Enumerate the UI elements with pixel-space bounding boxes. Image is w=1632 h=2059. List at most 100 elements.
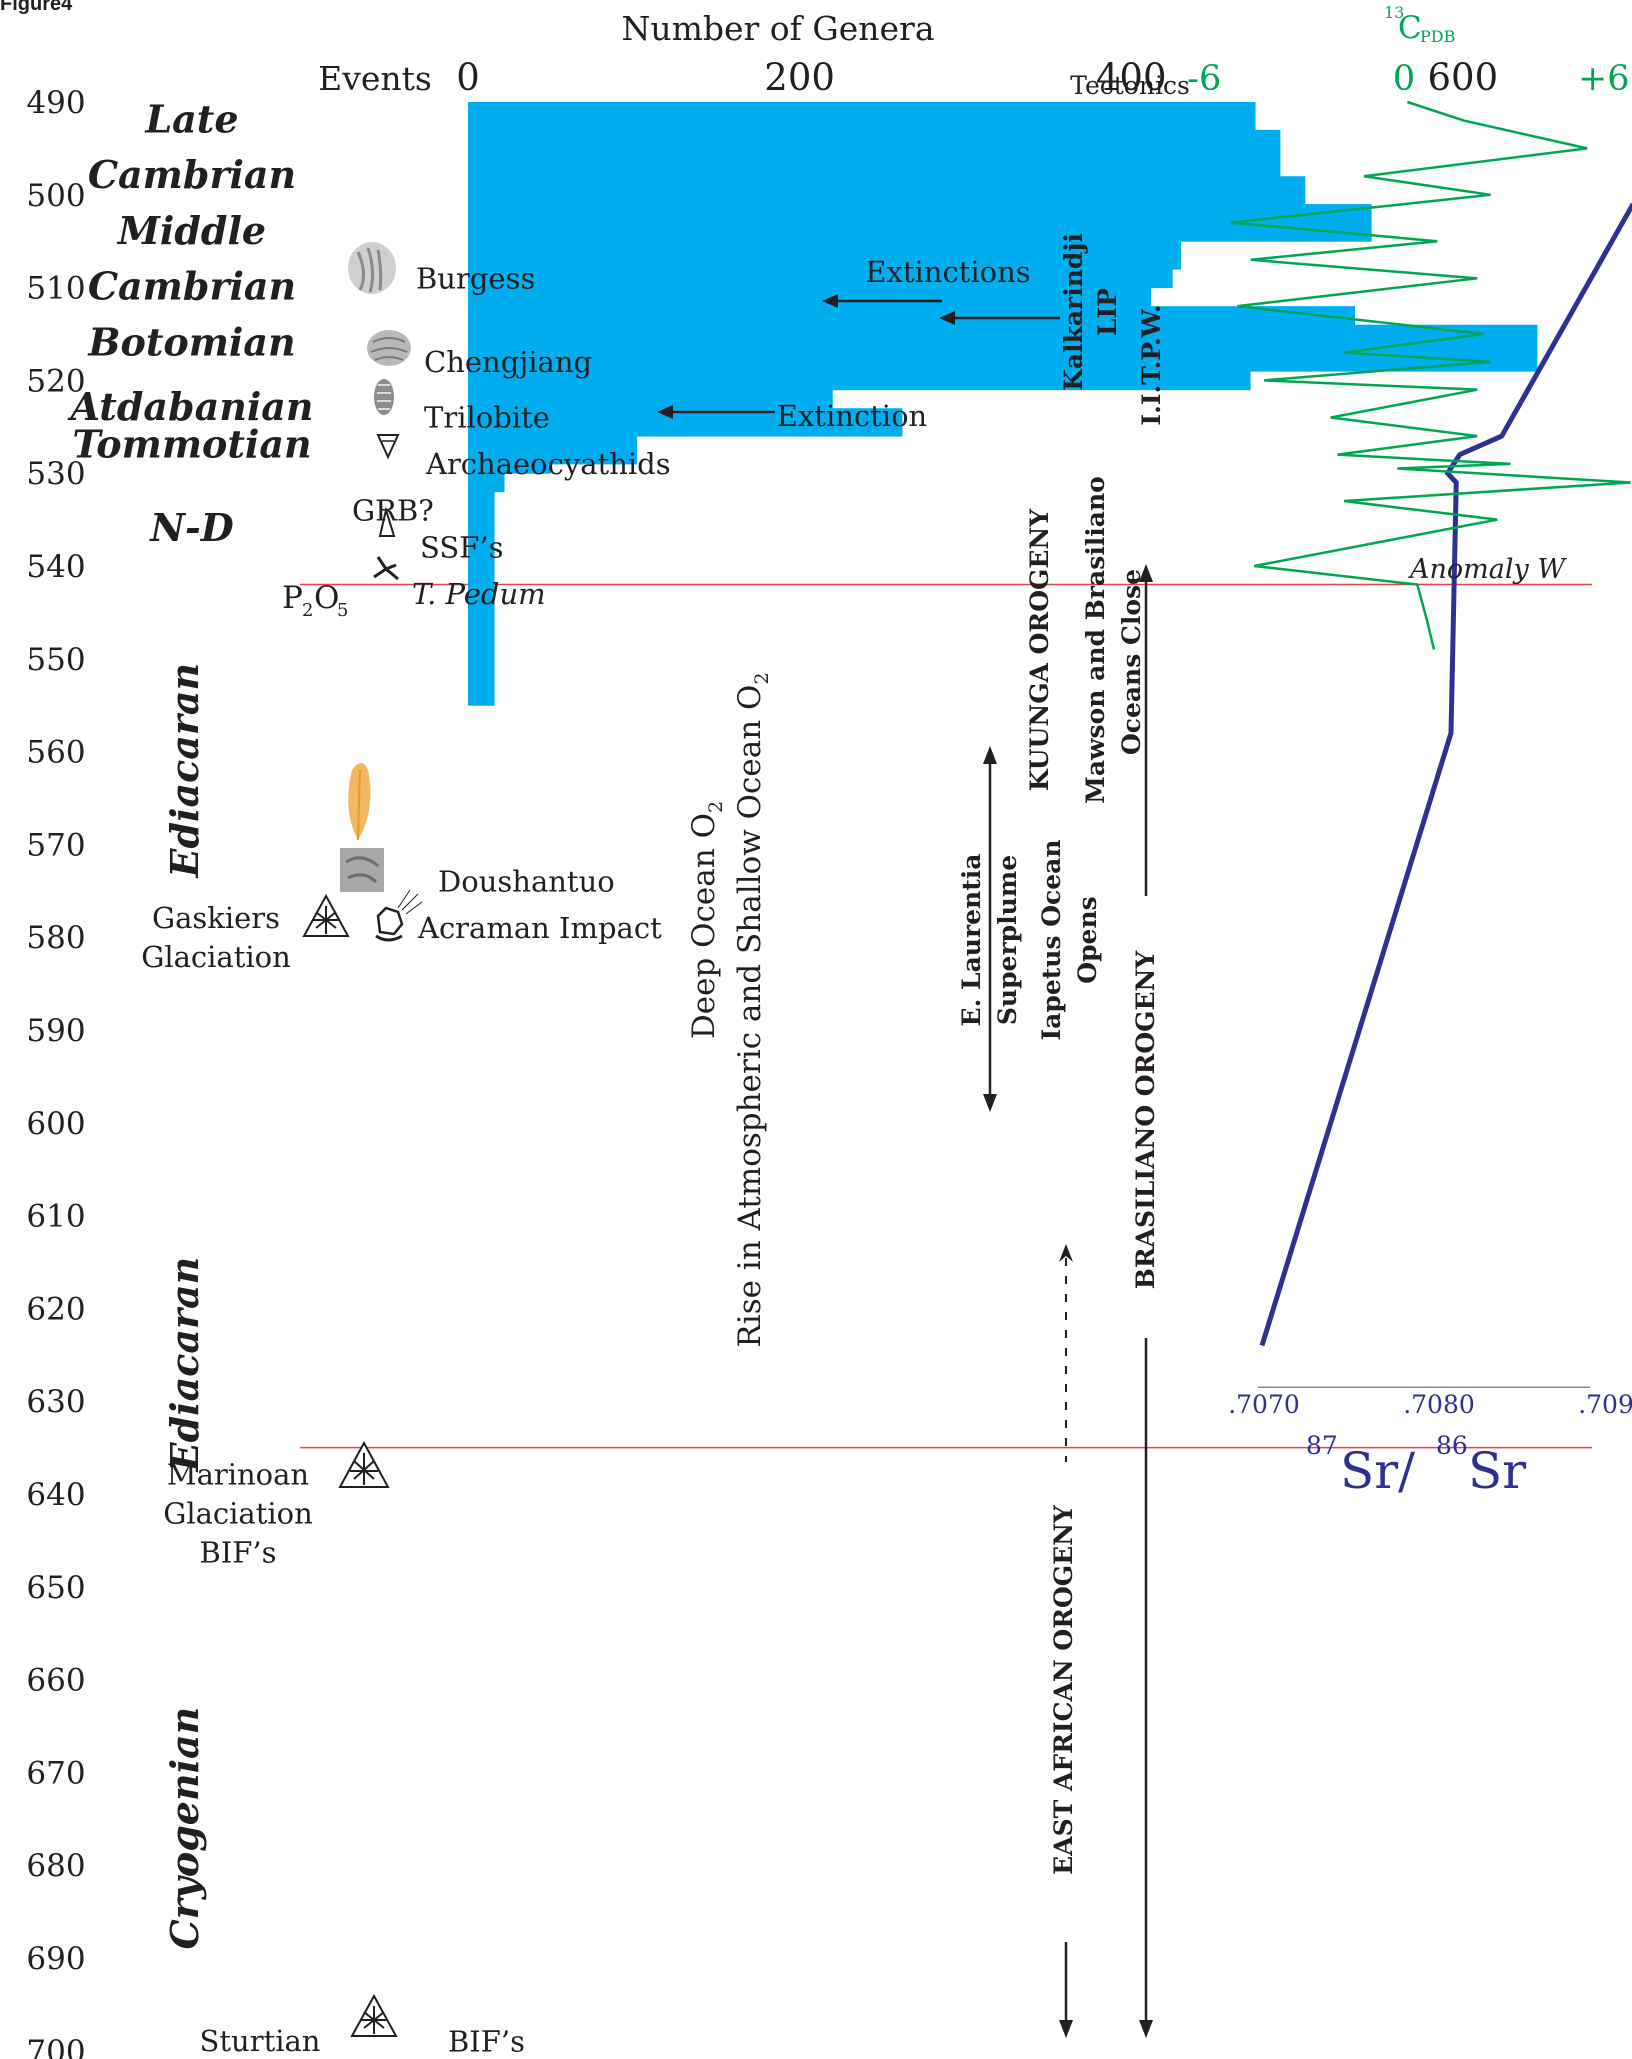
age-tick-520: 520	[26, 363, 85, 399]
age-tick-570: 570	[26, 827, 85, 863]
vertical-period-label-2: Cryogenian	[162, 1707, 207, 1950]
age-tick-590: 590	[26, 1013, 85, 1049]
mawson-label-line2: Oceans Close	[1117, 569, 1146, 755]
laurentia-arrow-head-down	[983, 1094, 997, 1112]
genera-tick-200: 200	[764, 56, 835, 99]
event-label-2: Trilobite	[424, 401, 550, 435]
glaciation-label-1-0: Marinoan	[167, 1458, 309, 1492]
carbon-title-sup: 13	[1384, 3, 1404, 22]
icons	[302, 242, 423, 2037]
strontium-ratio-line	[1259, 202, 1632, 1347]
anomaly-w-label: Anomaly W	[1407, 554, 1567, 585]
events-label: Events	[318, 59, 432, 98]
east-african-orogeny-label: EAST AFRICAN OROGENY	[1049, 1504, 1078, 1875]
genera-bar-4	[468, 241, 1181, 270]
age-tick-550: 550	[26, 642, 85, 678]
age-tick-600: 600	[26, 1106, 85, 1142]
period-labels: Late Cambrian Middle Cambrian Botomian Atdaba…	[67, 97, 313, 550]
age-tick-700: 700	[26, 2034, 85, 2059]
genera-bar-2	[468, 176, 1306, 205]
event-label-5: SSF’s	[420, 530, 503, 564]
genera-bar-14	[468, 473, 505, 493]
figure-label: Figure4	[0, 0, 73, 15]
event-labels: Burgess Chengjiang Trilobite Archaeocyathid…	[352, 261, 671, 945]
carbon-title: C	[1398, 10, 1422, 46]
period-label-2: Middle	[116, 208, 266, 253]
archaeocyathid-icon	[376, 434, 400, 460]
age-tick-560: 560	[26, 735, 85, 771]
genera-axis: 0 200 400 600	[456, 56, 1498, 99]
shallow-ocean-oxygen-label: Rise in Atmospheric and Shallow Ocean O2	[732, 672, 773, 1347]
mawson-label-line1: Mawson and Brasiliano	[1081, 476, 1110, 804]
laurentia-arrow-head-up	[983, 746, 997, 764]
extinction-arrows	[657, 294, 1060, 419]
genera-bar-9	[468, 371, 1251, 391]
period-label-1: Cambrian	[88, 152, 296, 197]
burgess-fossil-icon	[348, 242, 396, 294]
carbon-axis-title: 13 C PDB	[1384, 3, 1455, 46]
sturtian-bifs-label: BIF’s	[448, 2025, 525, 2059]
strontium-tick-0: .7070	[1228, 1390, 1300, 1419]
genera-bar-7	[468, 306, 1356, 326]
brasiliano-arrow-head-down	[1139, 2020, 1153, 2038]
east-african-arrow-head-up	[1059, 1244, 1073, 1262]
kuunga-orogeny-label: KUUNGA OROGENY	[1025, 508, 1054, 791]
p2o5-p: P	[282, 580, 303, 616]
glaciation-label-1-2: BIF’s	[200, 1536, 277, 1570]
t-pedum-trace-icon	[373, 556, 399, 581]
vertical-period-labels: Ediacaran Ediacaran Cryogenian	[162, 663, 207, 1950]
period-label-0: Late	[144, 97, 238, 142]
laurentia-label-line2: Superplume	[993, 855, 1022, 1025]
genera-bar-5	[468, 269, 1173, 289]
event-label-6: T. Pedum	[412, 577, 546, 611]
event-label-8: Acraman Impact	[417, 911, 662, 945]
doushantuo-microfossil-icon	[340, 848, 384, 892]
deep-ocean-oxygen-label: Deep Ocean O2	[686, 801, 727, 1039]
carbon-tick-2: +6	[1578, 59, 1630, 99]
genera-bar-15	[468, 491, 495, 706]
kalkarindji-label-line1: Kalkarindji	[1059, 233, 1088, 391]
age-tick-530: 530	[26, 456, 85, 492]
laurentia-label-line1: E. Laurentia	[957, 854, 986, 1027]
genera-bar-10	[468, 389, 833, 409]
sr-title-sup2: 86	[1436, 1431, 1468, 1460]
age-tick-650: 650	[26, 1570, 85, 1606]
gaskiers-glaciation-icon	[302, 893, 350, 937]
strontium-line	[1259, 202, 1632, 1347]
sr-title-sup1: 87	[1306, 1431, 1338, 1460]
strontium-tick-2: .7090	[1578, 1390, 1632, 1419]
east-african-arrow-head-down	[1059, 2020, 1073, 2038]
age-tick-620: 620	[26, 1291, 85, 1327]
genera-bars	[468, 102, 1538, 706]
marinoan-glaciation-icon	[338, 1440, 390, 1488]
glaciation-label-1-1: Glaciation	[163, 1497, 313, 1531]
genera-tick-600: 600	[1427, 56, 1498, 99]
brasiliano-orogeny-label: BRASILIANO OROGENY	[1131, 950, 1160, 1290]
vertical-period-label-0: Ediacaran	[162, 663, 207, 879]
ssf-icon	[378, 506, 396, 537]
age-tick-640: 640	[26, 1477, 85, 1513]
event-label-4: GRB?	[352, 493, 434, 527]
genera-bar-12	[468, 436, 638, 465]
strontium-tick-1: .7080	[1403, 1390, 1475, 1419]
glaciation-label-2-0: Sturtian	[200, 2024, 321, 2058]
extinctions-arrow-head-2	[939, 311, 955, 325]
acraman-impact-icon	[375, 889, 423, 942]
extinctions-label: Extinctions	[865, 255, 1030, 289]
period-boundaries	[300, 583, 1592, 1449]
age-tick-610: 610	[26, 1199, 85, 1235]
kalkarindji-label-line2: LIP	[1093, 288, 1122, 336]
event-label-3: Archaeocyathids	[425, 447, 671, 481]
age-tick-690: 690	[26, 1941, 85, 1977]
sturtian-glaciation-icon	[350, 1993, 398, 2037]
carbon-line	[1230, 100, 1631, 650]
genera-bar-6	[468, 287, 1152, 307]
glaciation-label-0-1: Glaciation	[141, 940, 291, 974]
p2o5-o: O	[314, 580, 339, 616]
p2o5-sub2: 5	[337, 600, 348, 621]
age-tick-540: 540	[26, 549, 85, 585]
sr-title-tail: Sr	[1468, 1442, 1526, 1500]
period-label-6: Tommotian	[72, 421, 311, 466]
carbon-isotope-line	[1230, 100, 1631, 650]
